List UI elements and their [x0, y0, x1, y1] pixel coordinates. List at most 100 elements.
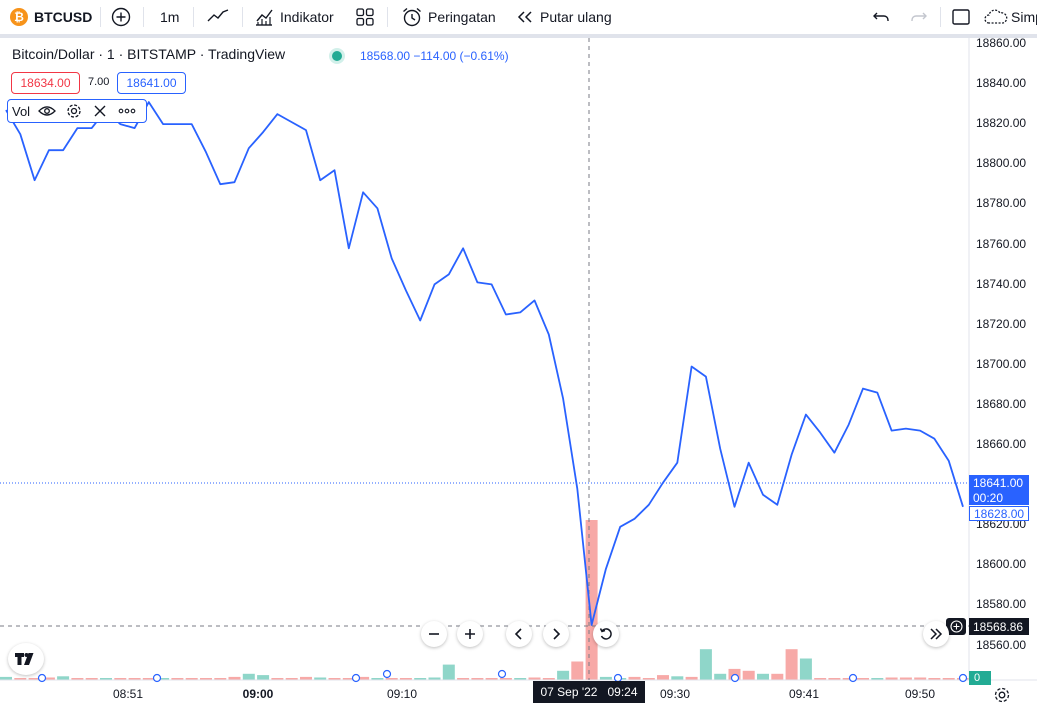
volume-legend[interactable]: Vol [7, 99, 147, 123]
live-dot-icon [332, 51, 342, 61]
more-options-icon[interactable] [118, 102, 136, 120]
toolbar-border [0, 34, 1037, 38]
price-tick-label: 18760.00 [976, 236, 1027, 251]
add-circle-icon [111, 7, 131, 27]
alerts-button[interactable]: Peringatan [401, 0, 496, 34]
tradingview-logo-icon [15, 653, 34, 665]
volume-bar [128, 678, 141, 680]
chevron-right-icon [553, 628, 561, 640]
volume-bar [171, 678, 184, 680]
event-marker[interactable] [152, 673, 162, 683]
interval-label: 1m [160, 9, 180, 25]
interval-button[interactable]: 1m [160, 0, 179, 34]
volume-bar [942, 678, 955, 680]
grid-layout-icon [356, 8, 374, 26]
volume-bar [499, 678, 512, 680]
volume-bar [771, 673, 784, 680]
chart-settings-button[interactable] [993, 686, 1011, 704]
price-tick-label: 18800.00 [976, 156, 1027, 171]
volume-bar [428, 677, 441, 680]
volume-bar [485, 678, 498, 680]
minus-icon [429, 633, 439, 635]
sell-price-button[interactable]: 18634.00 [11, 72, 80, 94]
settings-gear-icon[interactable] [66, 102, 82, 120]
add-alert-plus-icon[interactable] [946, 618, 966, 635]
redo-button[interactable] [910, 0, 928, 34]
price-change-label: 18568.00 −114.00 (−0.61%) [360, 49, 509, 63]
eye-icon[interactable] [38, 102, 56, 120]
event-markers [37, 669, 968, 683]
volume-bar [28, 678, 41, 680]
indicators-button[interactable]: Indikator [254, 0, 334, 34]
toolbar-divider [242, 7, 243, 27]
reset-chart-button[interactable] [593, 621, 619, 647]
save-button[interactable]: Simp [983, 0, 1037, 34]
volume-bar [785, 649, 798, 680]
event-marker[interactable] [382, 669, 392, 679]
volume-bar [628, 676, 641, 680]
replay-button[interactable]: Putar ulang [516, 0, 612, 34]
volume-bar [528, 677, 541, 680]
volume-bar [757, 673, 769, 680]
event-marker[interactable] [497, 669, 507, 679]
price-chart[interactable] [0, 38, 1037, 718]
zoom-in-button[interactable] [457, 621, 483, 647]
close-icon[interactable] [92, 102, 108, 120]
reset-icon [599, 628, 612, 640]
volume-bar [85, 678, 98, 680]
volume-bar [142, 678, 155, 680]
price-tick-label: 18780.00 [976, 196, 1027, 211]
time-tick-label: 09:10 [386, 687, 418, 701]
indicators-label: Indikator [280, 9, 334, 25]
toolbar-divider [100, 7, 101, 27]
event-marker[interactable] [37, 673, 47, 683]
compare-button[interactable] [111, 0, 131, 34]
plus-icon [465, 629, 475, 639]
undo-button[interactable] [872, 0, 890, 34]
volume-bar [542, 678, 555, 680]
volume-bar [928, 678, 941, 680]
square-icon [952, 9, 970, 25]
chevron-left-icon [514, 628, 522, 640]
event-marker[interactable] [958, 673, 968, 683]
event-marker[interactable] [730, 673, 740, 683]
volume-bar [242, 673, 255, 680]
scroll-right-button[interactable] [543, 621, 569, 647]
scroll-to-realtime-button[interactable] [923, 621, 949, 647]
volume-bar [557, 670, 570, 680]
volume-bar [185, 678, 198, 680]
volume-bar [257, 675, 270, 680]
event-marker[interactable] [351, 673, 361, 683]
volume-bar [200, 678, 212, 680]
volume-label: Vol [12, 103, 31, 119]
volume-bar [842, 678, 855, 680]
time-tick-label: 09:41 [788, 687, 820, 701]
volume-bar [57, 676, 70, 680]
volume-bar [71, 678, 84, 680]
zoom-out-button[interactable] [421, 621, 447, 647]
indicators-icon [256, 9, 273, 26]
buy-price-button[interactable]: 18641.00 [117, 72, 186, 94]
toolbar-divider [193, 7, 194, 27]
scroll-left-button[interactable] [506, 621, 532, 647]
chart-type-button[interactable] [207, 0, 229, 34]
price-tick-label: 18860.00 [976, 36, 1027, 50]
volume-value-tag: 0 [969, 671, 991, 685]
volume-bar [899, 677, 912, 680]
last-price-tag: 18641.00 [969, 475, 1029, 490]
tradingview-logo[interactable] [8, 643, 44, 675]
volume-bar [0, 676, 12, 680]
crosshair-price-tag: 18568.86 [969, 618, 1029, 635]
line-chart-icon [207, 9, 229, 22]
time-tick-label: 08:51 [112, 687, 144, 701]
toolbar-divider [387, 7, 388, 27]
volume-bar [271, 678, 284, 680]
volume-bar [228, 676, 241, 680]
price-tick-label: 18720.00 [976, 316, 1027, 331]
rewind-icon [517, 11, 532, 23]
event-marker[interactable] [848, 673, 858, 683]
layouts-button[interactable] [355, 0, 375, 34]
fullscreen-button[interactable] [951, 0, 971, 34]
volume-bar [714, 673, 727, 680]
symbol-search-button[interactable]: ₿ BTCUSD [10, 0, 92, 34]
